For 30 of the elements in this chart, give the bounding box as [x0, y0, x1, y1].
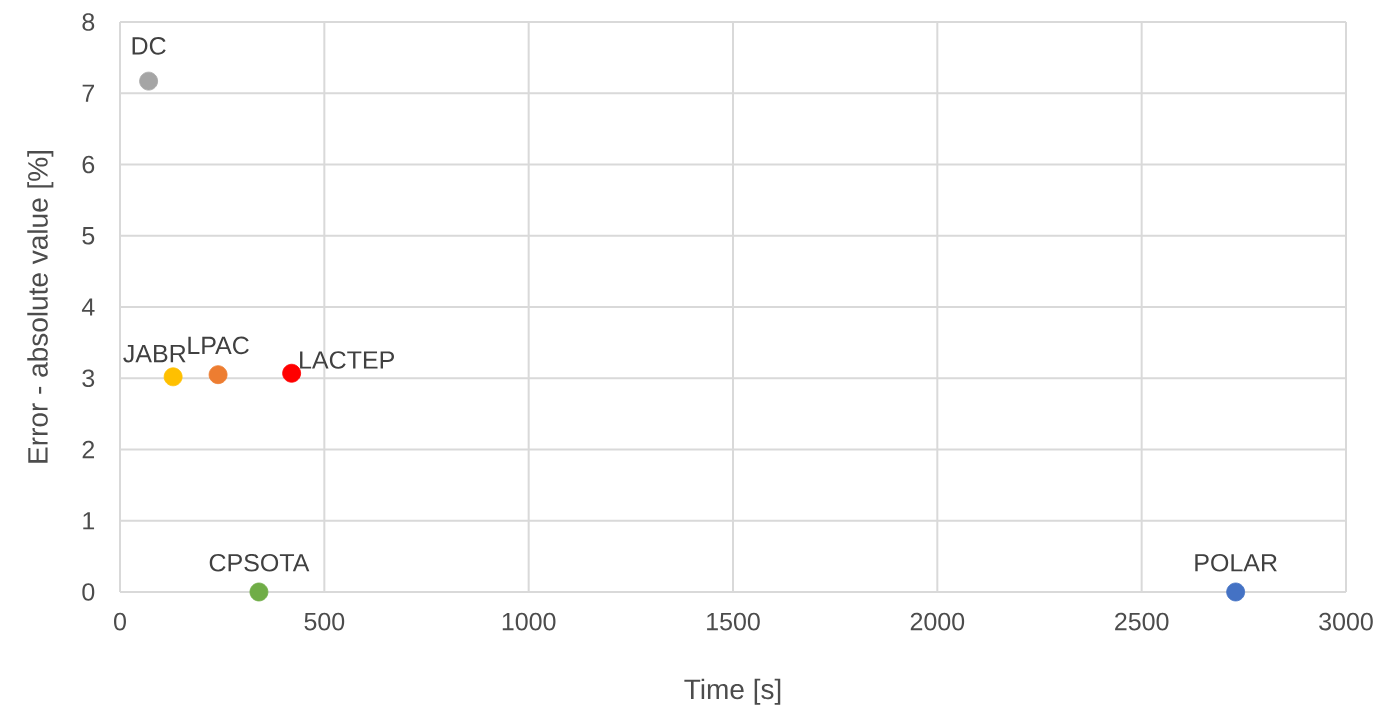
point	[163, 367, 183, 387]
y-tick-label: 4	[81, 298, 95, 316]
y-axis-title: Error - absolute value [%]	[27, 151, 54, 463]
x-tick-label: 2000	[910, 612, 965, 631]
y-tick-label: 8	[82, 13, 95, 31]
x-tick-label: 1000	[502, 612, 556, 631]
series-label: LPAC	[188, 336, 249, 355]
series-label: CPSOTA	[209, 553, 310, 572]
y-tick-label: 3	[82, 369, 95, 388]
point	[282, 363, 302, 383]
x-tick-label: 2500	[1115, 612, 1169, 631]
point	[139, 71, 158, 91]
y-tick-label: 1	[83, 512, 95, 530]
y-tick-label: 0	[82, 583, 95, 601]
x-tick-label: 1500	[707, 612, 760, 631]
y-tick-label: 2	[82, 440, 95, 459]
point	[1226, 582, 1246, 602]
point	[249, 582, 269, 602]
y-tick-label: 7	[82, 84, 95, 102]
y-tick-label: 6	[82, 155, 95, 174]
point	[208, 365, 228, 385]
x-tick-label: 3000	[1319, 612, 1373, 631]
x-axis-title: Time [s]	[684, 678, 781, 705]
series-label: DC	[132, 37, 166, 55]
y-tick-label: 5	[82, 227, 95, 245]
series-label: POLAR	[1195, 553, 1277, 572]
x-tick-label: 500	[304, 612, 345, 631]
series-label: LACTEP	[300, 351, 394, 369]
x-tick-label: 0	[114, 612, 126, 631]
series-label: JABR	[123, 344, 186, 363]
